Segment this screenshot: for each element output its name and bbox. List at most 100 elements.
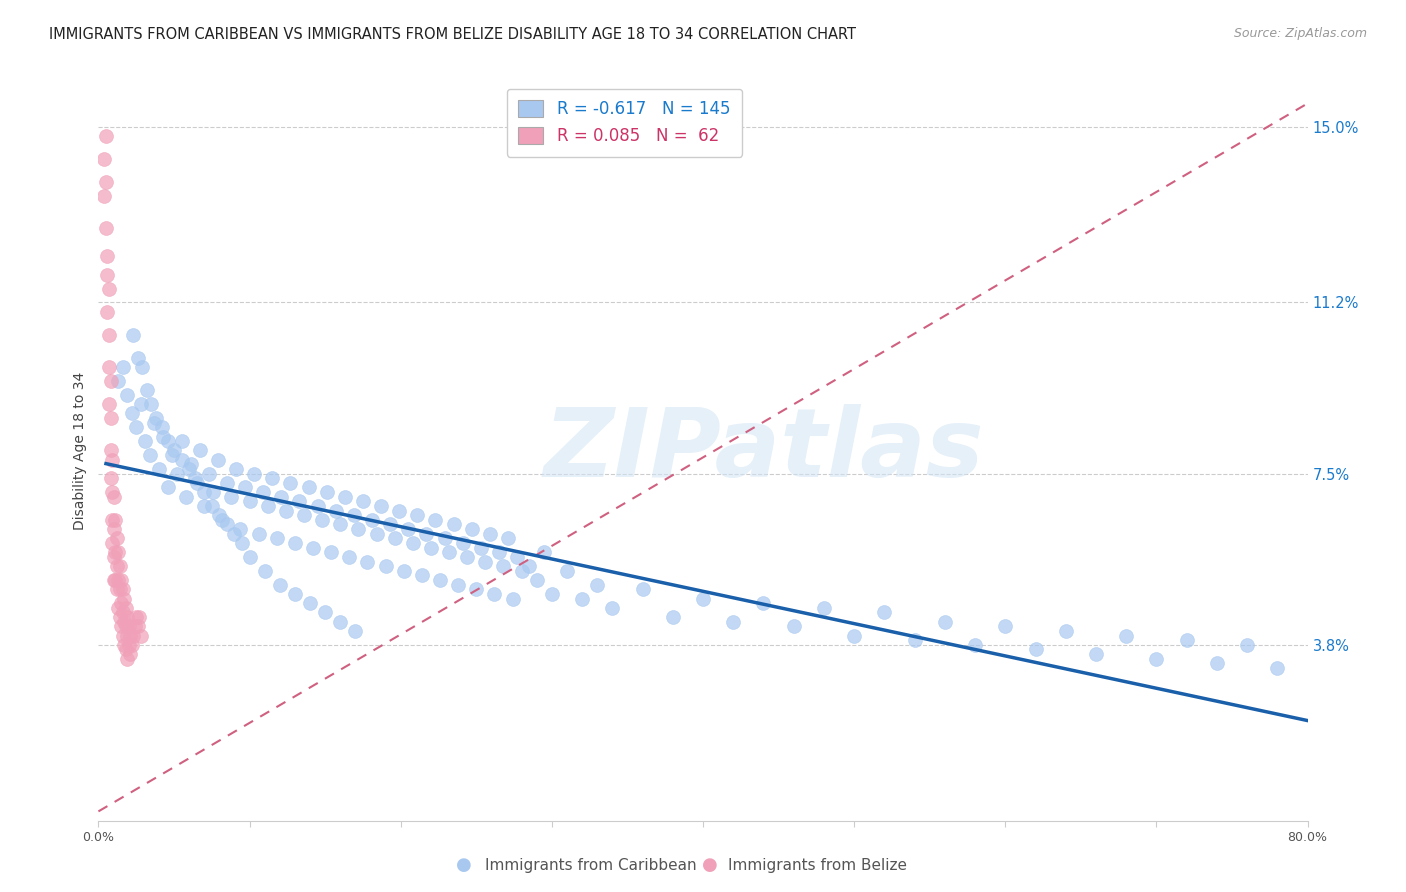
Point (292, 508, 315, 523)
Point (111, 360, 134, 375)
Point (127, 619, 149, 633)
Point (162, 448, 184, 462)
Point (692, 591, 714, 606)
Point (396, 522, 419, 536)
Point (488, 545, 510, 559)
Point (96, 268, 118, 282)
Point (122, 628, 145, 642)
Point (128, 610, 150, 624)
Point (337, 549, 360, 564)
Point (470, 541, 492, 555)
Point (451, 536, 474, 550)
Point (166, 467, 188, 481)
Point (1115, 628, 1137, 642)
Point (110, 596, 132, 610)
Point (447, 577, 470, 591)
Point (112, 638, 135, 652)
Point (108, 610, 131, 624)
Point (111, 582, 134, 597)
Point (253, 564, 276, 578)
Point (496, 532, 519, 546)
Point (478, 526, 501, 541)
Point (437, 545, 460, 559)
Text: Source: ZipAtlas.com: Source: ZipAtlas.com (1233, 27, 1367, 40)
Point (125, 420, 148, 434)
Point (94, 128, 117, 143)
Point (465, 582, 488, 597)
Point (110, 573, 132, 587)
Point (127, 351, 149, 365)
Point (361, 513, 384, 527)
Point (112, 615, 135, 629)
Point (103, 522, 125, 536)
Point (193, 499, 215, 513)
Point (329, 517, 352, 532)
Point (456, 549, 478, 564)
Point (307, 499, 329, 513)
Point (101, 513, 124, 527)
Text: Immigrants from Caribbean: Immigrants from Caribbean (485, 858, 697, 872)
Point (101, 536, 124, 550)
Point (129, 397, 152, 411)
Point (163, 443, 186, 458)
Point (100, 411, 122, 425)
Point (139, 448, 162, 462)
Point (661, 610, 683, 624)
Point (170, 452, 193, 467)
Point (148, 462, 170, 476)
Text: ZIPatlas: ZIPatlas (543, 404, 984, 497)
Text: ●: ● (702, 856, 718, 874)
Point (269, 577, 291, 591)
Point (510, 564, 533, 578)
Point (96, 249, 118, 263)
Point (101, 452, 124, 467)
Point (94, 175, 117, 189)
Point (631, 582, 654, 597)
Point (429, 573, 451, 587)
Point (115, 651, 138, 665)
Point (131, 360, 153, 375)
Point (243, 467, 266, 481)
Point (114, 600, 136, 615)
Point (297, 481, 319, 495)
Point (1085, 647, 1108, 661)
Point (502, 591, 524, 606)
Point (302, 541, 325, 555)
Point (384, 532, 406, 546)
Point (274, 503, 297, 517)
Point (115, 388, 138, 402)
Point (540, 587, 562, 601)
Point (1206, 657, 1229, 671)
Point (370, 499, 392, 513)
Point (280, 475, 302, 490)
Point (262, 471, 284, 485)
Point (197, 467, 219, 481)
Point (201, 499, 224, 513)
Point (315, 485, 337, 500)
Point (108, 582, 131, 597)
Point (150, 420, 173, 434)
Point (239, 549, 262, 564)
Point (141, 397, 163, 411)
Point (433, 532, 456, 546)
Point (135, 384, 157, 398)
Point (239, 494, 262, 508)
Point (224, 526, 246, 541)
Point (484, 587, 506, 601)
Point (517, 559, 540, 574)
Point (333, 490, 356, 504)
Point (134, 434, 156, 449)
Text: ●: ● (456, 856, 472, 874)
Point (93, 152, 115, 166)
Point (602, 600, 624, 615)
Point (193, 485, 215, 500)
Point (156, 434, 179, 449)
Y-axis label: Disability Age 18 to 34: Disability Age 18 to 34 (73, 371, 87, 530)
Point (104, 545, 127, 559)
Point (1236, 638, 1258, 652)
Point (813, 600, 835, 615)
Point (783, 619, 806, 633)
Point (1267, 661, 1289, 675)
Point (221, 490, 243, 504)
Point (104, 573, 127, 587)
